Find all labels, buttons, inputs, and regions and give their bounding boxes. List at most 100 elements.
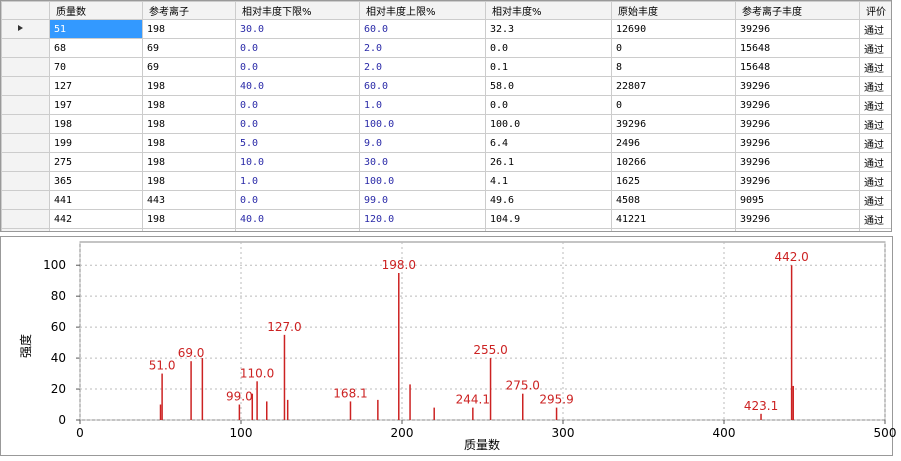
table-cell: 通过 <box>859 190 891 210</box>
table-cell: 通过 <box>859 57 891 77</box>
table-cell: 100.0 <box>359 171 486 191</box>
header-row: 质量数 参考离子 相对丰度下限% 相对丰度上限% 相对丰度% 原始丰度 参考离子丰度 评价 <box>1 1 891 20</box>
table-cell: 22807 <box>611 76 736 96</box>
x-tick-label: 200 <box>391 426 414 440</box>
table-cell: 40.0 <box>235 76 360 96</box>
indicator-header <box>1 1 50 20</box>
table-cell: 41221 <box>735 228 860 231</box>
table-cell: 51 <box>49 19 143 39</box>
table-row: 441 443 0.0 99.0 49.6 4508 9095 通过 <box>1 190 891 210</box>
table-row: 127 198 40.0 60.0 58.0 22807 39296 通过 <box>1 76 891 96</box>
table-cell: 69 <box>142 57 236 77</box>
table-cell: 69 <box>142 38 236 58</box>
peak-label: 110.0 <box>240 366 274 380</box>
table-cell: 32.3 <box>485 19 612 39</box>
table-cell: 1625 <box>611 171 736 191</box>
table-cell: 通过 <box>859 19 891 39</box>
table-row: 68 69 0.0 2.0 0.0 0 15648 通过 <box>1 38 891 58</box>
row-indicator <box>1 133 50 153</box>
table-cell: 通过 <box>859 133 891 153</box>
table-cell: 9095 <box>611 228 736 231</box>
table-row: 197 198 0.0 1.0 0.0 0 39296 通过 <box>1 95 891 115</box>
column-header: 原始丰度 <box>611 1 736 20</box>
table-cell: 365 <box>49 171 143 191</box>
row-indicator <box>1 38 50 58</box>
peak-label: 51.0 <box>149 359 176 373</box>
peak-label: 127.0 <box>267 320 301 334</box>
table-cell: 2.0 <box>359 57 486 77</box>
table-cell: 0 <box>611 95 736 115</box>
table-cell: 0.0 <box>235 57 360 77</box>
peak-label: 255.0 <box>473 343 507 357</box>
table-cell: 104.9 <box>485 209 612 229</box>
x-tick-label: 0 <box>76 426 84 440</box>
chart: 质量数 强度 0 20 40 60 80 100 0 100 200 300 400 500 51.06… <box>0 236 896 456</box>
y-tick-label: 80 <box>51 289 66 303</box>
table-cell: 12690 <box>611 19 736 39</box>
peak-label: 168.1 <box>333 386 367 400</box>
y-tick-label: 40 <box>51 351 66 365</box>
table-cell: 6.4 <box>485 133 612 153</box>
peak-label: 198.0 <box>382 258 416 272</box>
table-cell: 99.0 <box>359 190 486 210</box>
x-tick-label: 300 <box>552 426 575 440</box>
peak-label: 295.9 <box>539 393 573 407</box>
current-row-arrow <box>18 25 23 31</box>
table-cell: 442 <box>142 228 236 231</box>
row-indicator <box>1 228 50 231</box>
table-cell: 5.0 <box>235 133 360 153</box>
result-table: 质量数 参考离子 相对丰度下限% 相对丰度上限% 相对丰度% 原始丰度 参考离子丰度 评价 51… <box>0 0 892 232</box>
table-cell: 70 <box>49 57 143 77</box>
column-header: 相对丰度下限% <box>235 1 360 20</box>
column-header: 参考离子 <box>142 1 236 20</box>
column-header: 质量数 <box>49 1 143 20</box>
y-tick-label: 100 <box>43 258 66 272</box>
y-tick-label: 20 <box>51 382 66 396</box>
table-cell: 1.0 <box>235 171 360 191</box>
table-cell: 197 <box>49 95 143 115</box>
table-cell: 0.0 <box>235 114 360 134</box>
table-cell: 443 <box>142 190 236 210</box>
table-cell: 120.0 <box>359 209 486 229</box>
peak-label: 99.0 <box>226 390 253 404</box>
table-cell: 39296 <box>735 209 860 229</box>
x-axis-label: 质量数 <box>464 437 500 452</box>
table-cell: 0.0 <box>235 190 360 210</box>
chart-panel: 质量数 强度 0 20 40 60 80 100 0 100 200 300 400 500 51.0 6… <box>0 236 901 457</box>
x-tick-label: 400 <box>713 426 736 440</box>
peak-label: 244.1 <box>456 393 490 407</box>
row-indicator <box>1 171 50 191</box>
row-indicator <box>1 76 50 96</box>
table-cell: 0.1 <box>485 57 612 77</box>
table-cell: 49.6 <box>485 190 612 210</box>
table-row: 51 198 30.0 60.0 32.3 12690 39296 通过 <box>1 19 891 39</box>
peak-label: 442.0 <box>774 250 808 264</box>
table-row: 199 198 5.0 9.0 6.4 2496 39296 通过 <box>1 133 891 153</box>
table-cell: 10.0 <box>235 152 360 172</box>
y-tick-label: 0 <box>58 413 66 427</box>
table-cell: 15648 <box>735 38 860 58</box>
table-row: 70 69 0.0 2.0 0.1 8 15648 通过 <box>1 57 891 77</box>
table-cell: 0.0 <box>485 38 612 58</box>
table-cell: 198 <box>142 19 236 39</box>
table-cell: 30.0 <box>235 19 360 39</box>
table-cell: 198 <box>142 76 236 96</box>
row-indicator <box>1 209 50 229</box>
table-cell: 2496 <box>611 133 736 153</box>
row-indicator <box>1 95 50 115</box>
table-cell: 2.0 <box>359 38 486 58</box>
table-cell: 41221 <box>611 209 736 229</box>
table-cell: 100.0 <box>485 114 612 134</box>
table-cell: 4.1 <box>485 171 612 191</box>
column-header: 相对丰度上限% <box>359 1 486 20</box>
row-indicator <box>1 114 50 134</box>
table-cell: 198 <box>142 133 236 153</box>
table-cell: 通过 <box>859 38 891 58</box>
y-axis-label: 强度 <box>18 334 33 358</box>
table-cell: 198 <box>142 152 236 172</box>
table-cell: 0.0 <box>235 95 360 115</box>
row-indicator <box>1 57 50 77</box>
table-cell: 22.1 <box>485 228 612 231</box>
table-cell: 通过 <box>859 209 891 229</box>
table-cell: 40.0 <box>235 209 360 229</box>
